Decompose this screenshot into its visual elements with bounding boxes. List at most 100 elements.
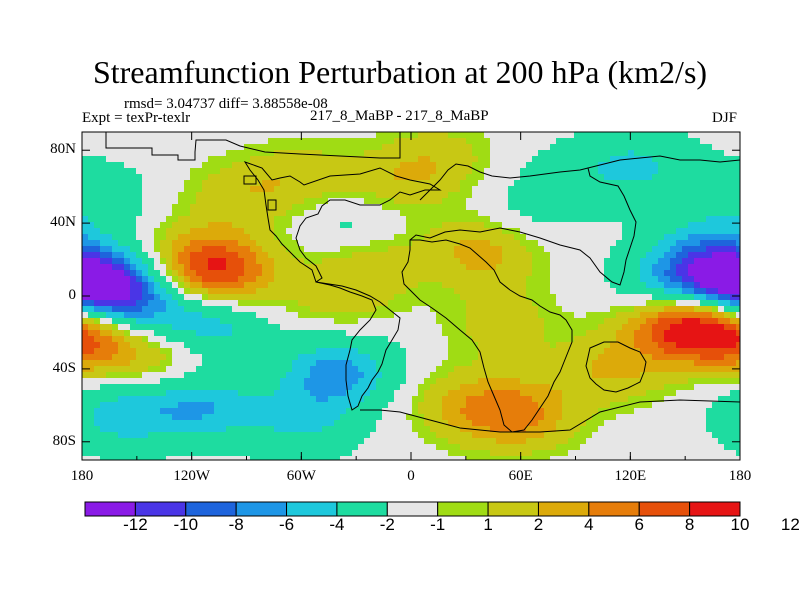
field-cell	[184, 144, 191, 151]
field-cell	[136, 396, 143, 403]
field-cell	[448, 300, 455, 307]
field-cell	[394, 270, 401, 277]
field-cell	[556, 198, 563, 205]
field-cell	[454, 288, 461, 295]
field-cell	[268, 312, 275, 319]
field-cell	[268, 354, 275, 361]
field-cell	[346, 192, 353, 199]
field-cell	[598, 246, 605, 253]
field-cell	[142, 384, 149, 391]
field-cell	[256, 342, 263, 349]
field-cell	[394, 282, 401, 289]
field-cell	[100, 456, 107, 460]
field-cell	[418, 252, 425, 259]
field-cell	[604, 150, 611, 157]
field-cell	[466, 336, 473, 343]
field-cell	[334, 432, 341, 439]
field-cell	[88, 342, 95, 349]
field-cell	[442, 180, 449, 187]
field-cell	[136, 270, 143, 277]
field-cell	[598, 306, 605, 313]
field-cell	[586, 174, 593, 181]
field-cell	[418, 198, 425, 205]
field-cell	[448, 336, 455, 343]
field-cell	[400, 450, 407, 457]
field-cell	[532, 342, 539, 349]
field-cell	[106, 432, 113, 439]
field-cell	[580, 216, 587, 223]
field-cell	[466, 414, 473, 421]
field-cell	[82, 408, 89, 415]
field-cell	[220, 150, 227, 157]
field-cell	[244, 390, 251, 397]
field-cell	[184, 252, 191, 259]
field-cell	[526, 156, 533, 163]
field-cell	[490, 204, 497, 211]
field-cell	[232, 288, 239, 295]
field-cell	[616, 324, 623, 331]
field-cell	[352, 378, 359, 385]
field-cell	[580, 378, 587, 385]
field-cell	[370, 156, 377, 163]
field-cell	[616, 408, 623, 415]
field-cell	[100, 210, 107, 217]
field-cell	[250, 150, 257, 157]
field-cell	[556, 264, 563, 271]
field-cell	[622, 312, 629, 319]
field-cell	[586, 390, 593, 397]
field-cell	[544, 336, 551, 343]
field-cell	[82, 342, 89, 349]
field-cell	[124, 132, 131, 139]
field-cell	[124, 300, 131, 307]
field-cell	[280, 222, 287, 229]
field-cell	[88, 156, 95, 163]
field-cell	[400, 174, 407, 181]
field-cell	[130, 438, 137, 445]
field-cell	[220, 264, 227, 271]
field-cell	[442, 432, 449, 439]
field-cell	[262, 324, 269, 331]
field-cell	[142, 204, 149, 211]
field-cell	[142, 270, 149, 277]
field-cell	[166, 354, 173, 361]
field-cell	[340, 324, 347, 331]
field-cell	[82, 168, 89, 175]
field-cell	[208, 138, 215, 145]
field-cell	[574, 360, 581, 367]
field-cell	[316, 306, 323, 313]
field-cell	[172, 192, 179, 199]
field-cell	[400, 222, 407, 229]
field-cell	[358, 306, 365, 313]
field-cell	[592, 414, 599, 421]
field-cell	[580, 270, 587, 277]
field-cell	[238, 228, 245, 235]
field-cell	[298, 192, 305, 199]
field-cell	[436, 192, 443, 199]
field-cell	[118, 336, 125, 343]
field-cell	[100, 132, 107, 139]
field-cell	[118, 294, 125, 301]
field-cell	[370, 168, 377, 175]
field-cell	[328, 156, 335, 163]
field-cell	[82, 456, 89, 460]
field-cell	[418, 210, 425, 217]
field-cell	[430, 198, 437, 205]
field-cell	[484, 258, 491, 265]
field-cell	[448, 432, 455, 439]
field-cell	[256, 264, 263, 271]
field-cell	[382, 408, 389, 415]
field-cell	[322, 306, 329, 313]
field-cell	[550, 162, 557, 169]
field-cell	[214, 360, 221, 367]
field-cell	[130, 426, 137, 433]
field-cell	[250, 432, 257, 439]
field-cell	[310, 438, 317, 445]
field-cell	[520, 210, 527, 217]
field-cell	[136, 264, 143, 271]
field-cell	[388, 186, 395, 193]
field-cell	[406, 270, 413, 277]
field-cell	[436, 300, 443, 307]
field-cell	[166, 312, 173, 319]
field-cell	[418, 450, 425, 457]
field-cell	[376, 288, 383, 295]
